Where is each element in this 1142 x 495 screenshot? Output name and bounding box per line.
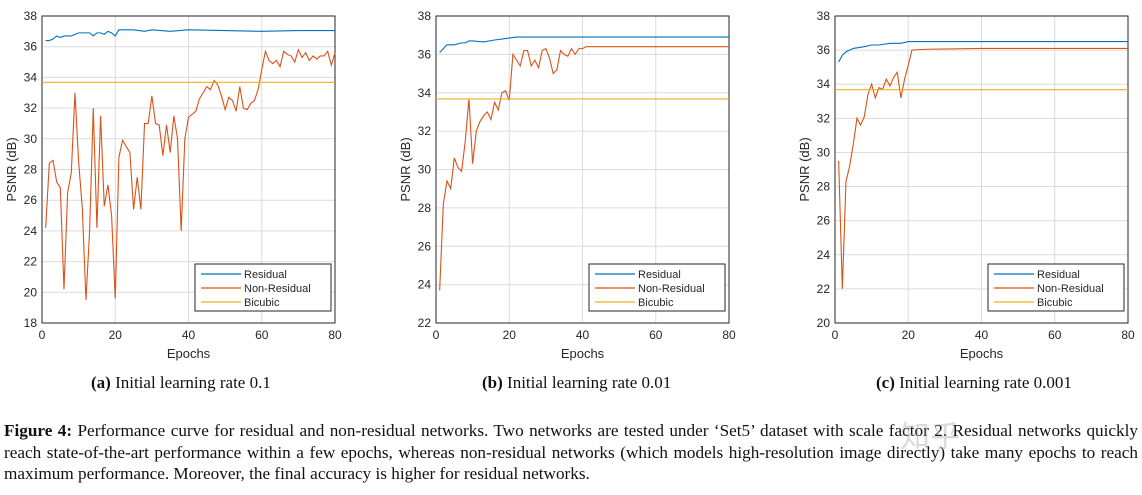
y-tick-label: 24 <box>418 278 432 292</box>
plot-frame <box>435 15 730 324</box>
y-tick-label: 22 <box>24 255 38 269</box>
subcaption-text: Initial learning rate 0.01 <box>507 373 672 392</box>
y-tick-label: 28 <box>24 163 38 177</box>
y-tick-label: 22 <box>817 282 831 296</box>
x-tick-label: 0 <box>832 328 839 342</box>
x-tick-label: 0 <box>39 328 46 342</box>
y-tick-label: 32 <box>24 101 38 115</box>
y-tick-label: 36 <box>24 40 38 54</box>
y-axis-label: PSNR (dB) <box>4 137 19 201</box>
x-tick-label: 80 <box>722 328 736 342</box>
x-tick-label: 20 <box>503 328 517 342</box>
y-tick-label: 30 <box>24 132 38 146</box>
y-tick-label: 36 <box>418 47 432 61</box>
y-tick-label: 20 <box>817 316 831 330</box>
subcaption-a: (a) Initial learning rate 0.1 <box>91 373 271 393</box>
y-tick-label: 22 <box>418 316 432 330</box>
y-tick-label: 38 <box>817 9 831 23</box>
x-tick-label: 40 <box>182 328 196 342</box>
x-tick-label: 20 <box>109 328 123 342</box>
subcaption-b: (b) Initial learning rate 0.01 <box>482 373 671 393</box>
y-tick-label: 32 <box>817 111 831 125</box>
y-tick-label: 24 <box>817 248 831 262</box>
legend-label: Residual <box>638 269 681 281</box>
legend-label: Residual <box>244 269 287 281</box>
plot-frame <box>41 15 336 324</box>
series-line-non-residual <box>45 48 336 301</box>
legend-label: Non-Residual <box>638 283 705 295</box>
chart-c: 0 20 40 60 8020222426283032343638EpochsPSNR … <box>797 9 1135 361</box>
subcaption-c: (c) Initial learning rate 0.001 <box>876 373 1072 393</box>
legend-label: Bicubic <box>1037 297 1073 309</box>
y-tick-label: 28 <box>817 180 831 194</box>
y-tick-label: 34 <box>418 86 432 100</box>
y-tick-label: 26 <box>817 214 831 228</box>
y-tick-label: 20 <box>24 285 38 299</box>
y-tick-label: 24 <box>24 224 38 238</box>
figure-caption: Figure 4: Performance curve for residual… <box>4 420 1138 485</box>
series-line-non-residual <box>439 46 729 291</box>
x-axis-label: Epochs <box>960 346 1004 361</box>
series-line-residual <box>45 29 335 42</box>
x-tick-label: 80 <box>328 328 342 342</box>
y-tick-label: 18 <box>24 316 38 330</box>
y-axis-label: PSNR (dB) <box>797 137 812 201</box>
x-tick-label: 80 <box>1121 328 1135 342</box>
y-tick-label: 32 <box>418 124 432 138</box>
x-tick-label: 60 <box>1048 328 1062 342</box>
legend-label: Bicubic <box>244 297 280 309</box>
series-line-residual <box>439 36 729 53</box>
y-tick-label: 28 <box>418 201 432 215</box>
figure-caption-text: Performance curve for residual and non-r… <box>4 421 1139 483</box>
y-tick-label: 30 <box>418 163 432 177</box>
subcaption-tag: (a) <box>91 373 111 392</box>
legend-label: Non-Residual <box>1037 283 1104 295</box>
y-tick-label: 30 <box>817 145 831 159</box>
y-tick-label: 26 <box>24 193 38 207</box>
legend-label: Bicubic <box>638 297 674 309</box>
x-tick-label: 40 <box>576 328 590 342</box>
x-tick-label: 0 <box>433 328 440 342</box>
series-line-residual <box>838 41 1128 63</box>
legend-label: Residual <box>1037 269 1080 281</box>
subcaption-text: Initial learning rate 0.1 <box>115 373 271 392</box>
x-tick-label: 20 <box>902 328 916 342</box>
y-tick-label: 38 <box>24 9 38 23</box>
figure-label: Figure 4: <box>4 421 73 440</box>
y-tick-label: 26 <box>418 239 432 253</box>
subcaption-tag: (b) <box>482 373 503 392</box>
x-axis-label: Epochs <box>167 346 211 361</box>
y-axis-label: PSNR (dB) <box>398 137 413 201</box>
y-tick-label: 34 <box>817 77 831 91</box>
y-tick-label: 34 <box>24 70 38 84</box>
x-tick-label: 60 <box>649 328 663 342</box>
subcaption-text: Initial learning rate 0.001 <box>899 373 1072 392</box>
x-tick-label: 60 <box>255 328 269 342</box>
legend-label: Non-Residual <box>244 283 311 295</box>
y-tick-label: 36 <box>817 43 831 57</box>
y-tick-label: 38 <box>418 9 432 23</box>
chart-b: 0 20 40 60 80 22 24 26 28 30 32 34 36 38 Epochs PSNR (d… <box>398 9 736 361</box>
x-axis-label: Epochs <box>561 346 605 361</box>
x-tick-label: 40 <box>975 328 989 342</box>
chart-a: 0 20 40 60 80 18 20 22 24 26 28 30 32 34 36 38 Epochs PSN… <box>4 9 342 361</box>
legend-box <box>588 263 726 312</box>
plot-frame <box>834 15 1129 324</box>
subcaption-tag: (c) <box>876 373 895 392</box>
